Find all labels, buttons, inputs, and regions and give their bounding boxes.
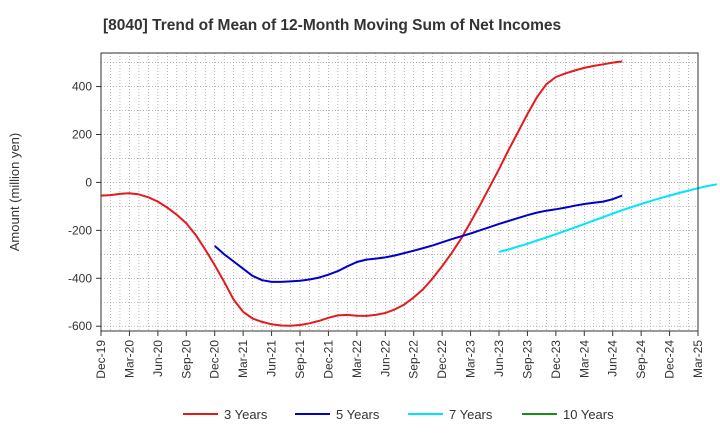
x-tick-label: Jun-20 bbox=[151, 340, 165, 377]
y-tick-label: -200 bbox=[68, 223, 92, 237]
legend-label: 7 Years bbox=[449, 407, 493, 422]
grid-lines bbox=[101, 53, 698, 331]
x-tick-label: Mar-22 bbox=[350, 340, 364, 378]
x-tick-label: Jun-21 bbox=[265, 340, 279, 377]
y-tick-label: 200 bbox=[72, 127, 92, 141]
x-tick-label: Sep-22 bbox=[407, 340, 421, 379]
x-tick-label: Dec-22 bbox=[435, 340, 449, 379]
chart-title: [8040] Trend of Mean of 12-Month Moving … bbox=[103, 17, 561, 34]
x-tick-label: Sep-20 bbox=[179, 340, 193, 379]
legend: 3 Years 5 Years 7 Years 10 Years bbox=[183, 407, 614, 422]
series-line bbox=[498, 183, 718, 253]
x-tick-label: Jun-22 bbox=[378, 340, 392, 377]
y-axis-label: Amount (million yen) bbox=[7, 133, 22, 252]
x-tick-label: Mar-23 bbox=[464, 340, 478, 378]
x-tick-label: Sep-24 bbox=[634, 340, 648, 379]
x-tick-label: Jun-24 bbox=[606, 340, 620, 377]
x-tick-label: Sep-21 bbox=[293, 340, 307, 379]
x-tick-label: Mar-24 bbox=[577, 340, 591, 378]
x-tick-label: Dec-19 bbox=[94, 340, 108, 379]
y-tick-label: -400 bbox=[68, 271, 92, 285]
x-tick-label: Dec-21 bbox=[321, 340, 335, 379]
x-tick-label: Dec-23 bbox=[549, 340, 563, 379]
x-tick-label: Jun-23 bbox=[492, 340, 506, 377]
y-tick-label: 0 bbox=[85, 175, 92, 189]
series-lines bbox=[100, 60, 718, 327]
x-tick-label: Mar-25 bbox=[691, 340, 705, 378]
x-tick-label: Mar-21 bbox=[236, 340, 250, 378]
series-line bbox=[214, 194, 623, 283]
x-tick-label: Dec-24 bbox=[663, 340, 677, 379]
plot-area-frame bbox=[100, 52, 699, 332]
y-tick-label: -600 bbox=[68, 319, 92, 333]
y-tick-label: 400 bbox=[72, 80, 92, 94]
legend-label: 3 Years bbox=[224, 407, 268, 422]
x-tick-label: Mar-20 bbox=[122, 340, 136, 378]
series-line bbox=[100, 60, 623, 327]
x-tick-label: Sep-23 bbox=[520, 340, 534, 379]
x-axis-ticks: Dec-19 Mar-20 Jun-20 Sep-20 Dec-20 Mar-21 Jun-… bbox=[94, 331, 705, 379]
legend-label: 5 Years bbox=[336, 407, 380, 422]
legend-label: 10 Years bbox=[563, 407, 614, 422]
y-axis-ticks: 400 200 0 -200 -400 -600 bbox=[68, 80, 101, 333]
x-tick-label: Dec-20 bbox=[208, 340, 222, 379]
